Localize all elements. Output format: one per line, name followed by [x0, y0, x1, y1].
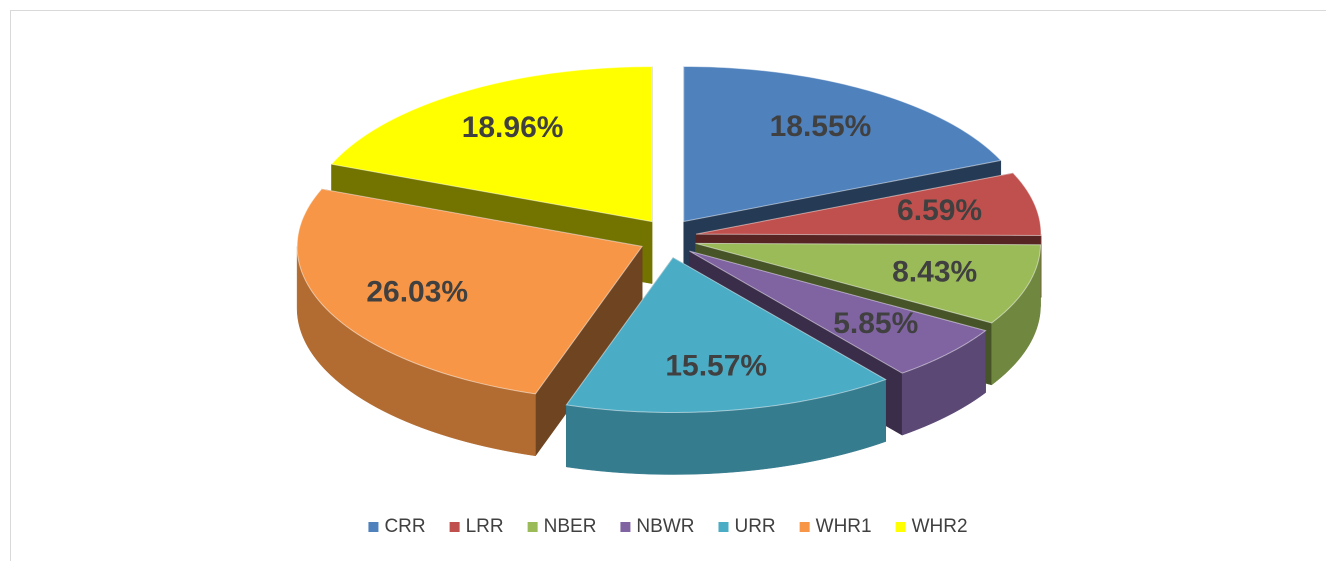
legend-label: WHR1	[816, 516, 872, 537]
legend: CRR LRR NBER NBWR URR WHR1 WHR2	[368, 516, 968, 537]
legend-swatch	[368, 522, 379, 532]
legend-swatch	[449, 522, 460, 532]
legend-swatch	[527, 522, 538, 532]
legend-label: URR	[734, 516, 775, 537]
legend-label: CRR	[384, 516, 425, 537]
legend-label: LRR	[466, 516, 504, 537]
data-label: 26.03%	[366, 276, 468, 309]
legend-label: NBWR	[636, 516, 694, 537]
legend-swatch	[895, 522, 906, 532]
slice	[296, 188, 643, 395]
data-label: 5.85%	[833, 307, 918, 340]
slice	[330, 66, 653, 223]
legend-label: NBER	[544, 516, 597, 537]
legend-label: WHR2	[912, 516, 968, 537]
slice	[689, 250, 987, 374]
data-label: 15.57%	[665, 349, 767, 382]
data-label: 6.59%	[897, 194, 982, 227]
data-label: 18.96%	[462, 111, 564, 144]
slice	[695, 172, 1042, 237]
legend-swatch	[718, 522, 729, 532]
slice	[683, 65, 1002, 223]
legend-swatch	[799, 522, 810, 532]
slice	[695, 242, 1042, 324]
slice	[565, 256, 887, 413]
legend-swatch	[620, 522, 631, 532]
data-label: 8.43%	[892, 255, 977, 288]
data-label: 18.55%	[770, 110, 872, 143]
chart-frame	[10, 10, 1326, 561]
